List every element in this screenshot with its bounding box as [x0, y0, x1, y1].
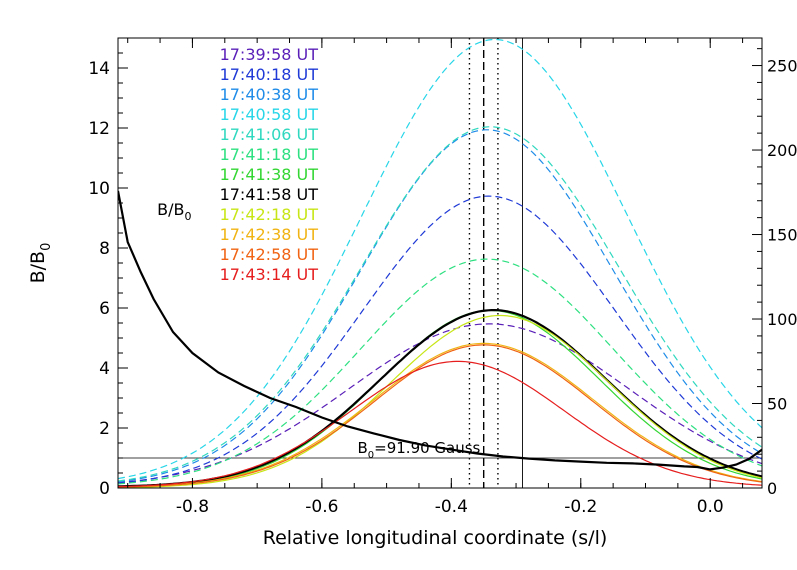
- y-tick-label: 12: [88, 119, 110, 139]
- legend-item-9: 17:42:18 UT: [220, 205, 319, 224]
- y-tick-label: 6: [99, 299, 110, 319]
- series-line-2: [118, 195, 762, 484]
- series-line-10: [118, 342, 762, 488]
- y2-tick-label: 250: [767, 57, 797, 76]
- legend-item-12: 17:43:14 UT: [220, 265, 319, 284]
- series-line-1: [118, 323, 762, 484]
- legend-item-8: 17:41:58 UT: [220, 185, 319, 204]
- legend-item-3: 17:40:38 UT: [220, 85, 319, 104]
- x-tick-label: -0.8: [176, 497, 209, 517]
- y2-tick-label: 100: [767, 310, 797, 329]
- y-tick-label: 10: [88, 179, 110, 199]
- series-line-6: [118, 258, 762, 485]
- y-tick-label: 14: [88, 59, 110, 79]
- legend-item-2: 17:40:18 UT: [220, 65, 319, 84]
- x-tick-label: -0.2: [564, 497, 597, 517]
- legend-item-11: 17:42:58 UT: [220, 245, 319, 264]
- legend-item-6: 17:41:18 UT: [220, 145, 319, 164]
- series-line-3: [118, 129, 762, 483]
- y2-tick-label: 150: [767, 226, 797, 245]
- plot-frame: [117, 37, 763, 489]
- legend-item-10: 17:42:38 UT: [220, 225, 319, 244]
- series-line-12: [118, 360, 762, 488]
- y-tick-label: 2: [99, 419, 110, 439]
- x-axis-label: Relative longitudinal coordinate (s/l): [263, 527, 608, 549]
- x-tick-label: -0.6: [305, 497, 338, 517]
- series-line-9: [118, 314, 762, 488]
- series-line-4: [118, 38, 762, 480]
- series-line-11: [118, 344, 762, 488]
- legend-item-4: 17:40:58 UT: [220, 105, 319, 124]
- y2-tick-label: 50: [767, 395, 787, 414]
- series-line-5: [118, 126, 762, 482]
- series-line-8: [118, 309, 762, 488]
- y2-tick-label: 200: [767, 141, 797, 160]
- y2-tick-label: 0: [767, 479, 777, 498]
- ratio-curve: [118, 190, 762, 471]
- plot-area: [118, 38, 762, 488]
- y-tick-label: 0: [99, 479, 110, 499]
- y-tick-label: 8: [99, 239, 110, 259]
- y-axis-label: B/B0: [27, 243, 54, 284]
- x-tick-label: -0.4: [435, 497, 468, 517]
- legend-item-5: 17:41:06 UT: [220, 125, 319, 144]
- legend-item-1: 17:39:58 UT: [220, 45, 319, 64]
- ratio-curve-label: B/B0: [157, 200, 191, 223]
- x-tick-label: 0.0: [697, 497, 724, 517]
- reference-label: B0=91.90 Gauss: [357, 439, 480, 461]
- y-tick-label: 4: [99, 359, 110, 379]
- legend-item-7: 17:41:38 UT: [220, 165, 319, 184]
